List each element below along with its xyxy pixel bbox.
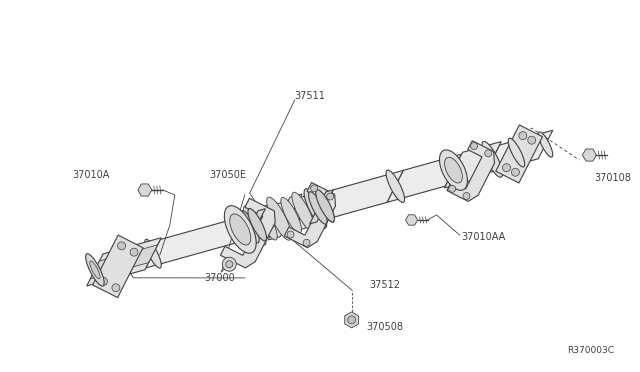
Ellipse shape: [386, 170, 404, 202]
Ellipse shape: [292, 192, 315, 232]
Circle shape: [326, 193, 333, 200]
Polygon shape: [582, 149, 596, 161]
Circle shape: [519, 132, 527, 140]
Ellipse shape: [248, 209, 266, 241]
Circle shape: [348, 316, 356, 324]
Text: 37512: 37512: [370, 280, 401, 290]
Circle shape: [287, 231, 294, 238]
Circle shape: [222, 257, 236, 271]
Ellipse shape: [90, 261, 100, 279]
Polygon shape: [345, 312, 358, 328]
Ellipse shape: [445, 157, 462, 183]
Text: 37010AA: 37010AA: [461, 232, 506, 242]
Text: 370108: 370108: [595, 173, 631, 183]
Circle shape: [226, 261, 233, 268]
Ellipse shape: [508, 138, 525, 167]
Polygon shape: [387, 154, 461, 202]
Polygon shape: [258, 201, 288, 240]
Circle shape: [112, 284, 120, 292]
Polygon shape: [245, 202, 277, 245]
Circle shape: [502, 164, 511, 172]
Text: 37511: 37511: [294, 91, 326, 101]
Polygon shape: [310, 190, 333, 224]
Ellipse shape: [443, 152, 464, 188]
Ellipse shape: [538, 132, 553, 157]
Ellipse shape: [440, 150, 467, 190]
Ellipse shape: [316, 190, 334, 222]
Ellipse shape: [316, 190, 334, 222]
Text: 37050E: 37050E: [210, 170, 247, 180]
Text: 37010A: 37010A: [72, 170, 109, 180]
Ellipse shape: [243, 206, 266, 245]
Polygon shape: [138, 184, 152, 196]
Ellipse shape: [308, 192, 327, 224]
Polygon shape: [242, 209, 266, 243]
Text: 370508: 370508: [367, 322, 404, 332]
Circle shape: [470, 142, 477, 150]
Ellipse shape: [145, 239, 161, 268]
Polygon shape: [293, 189, 325, 231]
Polygon shape: [447, 141, 495, 201]
Ellipse shape: [86, 254, 104, 286]
Circle shape: [303, 239, 310, 246]
Polygon shape: [496, 125, 543, 183]
Polygon shape: [284, 183, 335, 248]
Circle shape: [511, 168, 520, 176]
Ellipse shape: [267, 197, 291, 240]
Polygon shape: [485, 130, 553, 174]
Circle shape: [449, 185, 456, 192]
Polygon shape: [282, 194, 312, 233]
Polygon shape: [317, 170, 403, 222]
Ellipse shape: [304, 189, 326, 228]
Circle shape: [463, 193, 470, 199]
Ellipse shape: [257, 204, 277, 240]
Circle shape: [528, 136, 536, 144]
Circle shape: [130, 248, 138, 256]
Text: 37000: 37000: [205, 273, 236, 283]
Polygon shape: [146, 211, 262, 268]
Ellipse shape: [225, 206, 256, 253]
Circle shape: [99, 278, 108, 285]
Ellipse shape: [444, 154, 463, 186]
Polygon shape: [406, 215, 417, 225]
Polygon shape: [87, 238, 161, 286]
Polygon shape: [220, 198, 275, 268]
Ellipse shape: [281, 197, 301, 233]
Ellipse shape: [482, 141, 502, 177]
Circle shape: [484, 150, 492, 157]
Circle shape: [310, 185, 317, 192]
Ellipse shape: [230, 214, 251, 245]
Ellipse shape: [241, 211, 259, 243]
Polygon shape: [444, 141, 501, 188]
Polygon shape: [268, 194, 302, 240]
Circle shape: [118, 242, 125, 250]
Polygon shape: [93, 235, 143, 298]
Text: R370003C: R370003C: [568, 346, 614, 355]
Polygon shape: [90, 245, 157, 279]
